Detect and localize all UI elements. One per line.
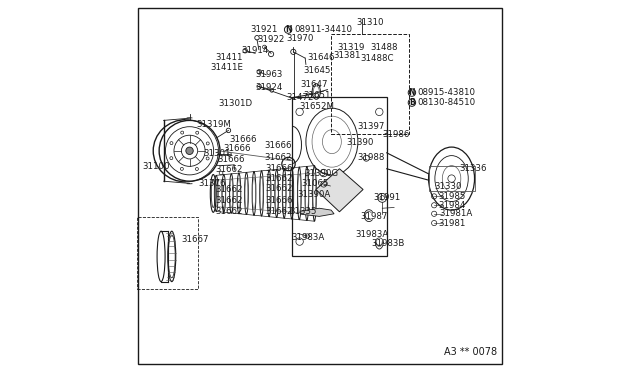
Text: 31411E: 31411E [210, 63, 243, 72]
Polygon shape [316, 169, 363, 212]
Text: 31666: 31666 [223, 144, 251, 153]
Text: 31914: 31914 [241, 46, 269, 55]
Text: 31986: 31986 [382, 130, 410, 140]
Text: 31319M: 31319M [196, 121, 232, 129]
Text: B: B [409, 98, 415, 107]
Text: 31376: 31376 [198, 179, 226, 187]
Bar [138, 217, 198, 289]
Text: N: N [409, 88, 415, 97]
Text: 31390: 31390 [347, 138, 374, 147]
Text: 31100: 31100 [143, 162, 170, 171]
Text: 31646: 31646 [307, 52, 335, 61]
Text: N: N [285, 25, 291, 34]
Text: 31647: 31647 [300, 80, 328, 89]
Text: 31970: 31970 [287, 34, 314, 43]
Text: 31381: 31381 [333, 51, 360, 60]
Text: 31666: 31666 [265, 164, 292, 173]
Text: 31301: 31301 [204, 149, 231, 158]
Text: 08915-43810: 08915-43810 [418, 88, 476, 97]
Text: 31921: 31921 [251, 25, 278, 34]
Bar [292, 97, 387, 256]
Text: 31651: 31651 [304, 91, 331, 100]
Text: 31666: 31666 [230, 135, 257, 144]
Text: 31662: 31662 [265, 207, 292, 216]
Text: 31987: 31987 [361, 212, 388, 221]
Text: 31472: 31472 [286, 93, 314, 102]
Bar [331, 34, 409, 134]
Text: 31397: 31397 [358, 122, 385, 131]
Text: 31390A: 31390A [298, 190, 331, 199]
Text: 08130-84510: 08130-84510 [418, 98, 476, 107]
Text: 31991: 31991 [374, 193, 401, 202]
Text: 31065: 31065 [301, 179, 329, 187]
Text: 31335: 31335 [290, 207, 317, 216]
Text: 31988: 31988 [357, 153, 385, 161]
Text: 31983A: 31983A [291, 232, 324, 242]
Text: 31662: 31662 [264, 153, 292, 161]
Text: 31330: 31330 [434, 182, 461, 191]
Text: 31667: 31667 [181, 235, 209, 244]
Text: 31983B: 31983B [371, 239, 404, 248]
Text: 31981: 31981 [438, 219, 466, 228]
Text: 31662: 31662 [265, 185, 292, 193]
Text: 31336: 31336 [460, 164, 487, 173]
Text: 31645: 31645 [304, 66, 331, 75]
Text: 31652M: 31652M [300, 102, 335, 111]
Text: 31411: 31411 [216, 52, 243, 61]
Text: 31662: 31662 [216, 165, 243, 174]
Text: 31310: 31310 [356, 19, 384, 28]
Text: 31981A: 31981A [439, 209, 472, 218]
Bar [429, 166, 474, 191]
Text: 08911-34410: 08911-34410 [294, 25, 352, 34]
Text: 31963: 31963 [255, 70, 282, 78]
Text: 31924: 31924 [255, 83, 283, 92]
Text: 31662: 31662 [216, 196, 243, 205]
Text: 31488C: 31488C [360, 54, 394, 62]
Text: 31662: 31662 [265, 174, 292, 183]
Circle shape [186, 147, 193, 154]
Text: 31666: 31666 [217, 155, 244, 164]
Text: 31666: 31666 [265, 196, 292, 205]
Text: 31301D: 31301D [218, 99, 252, 108]
Text: 31922: 31922 [258, 35, 285, 44]
Text: 31390G: 31390G [305, 169, 339, 177]
Text: 31662: 31662 [216, 185, 243, 194]
Text: 31662: 31662 [216, 208, 243, 217]
Text: 31666: 31666 [264, 141, 292, 151]
Text: 31488: 31488 [371, 42, 398, 51]
Polygon shape [301, 208, 334, 217]
Text: 31983A: 31983A [355, 230, 388, 240]
Text: A3 ** 0078: A3 ** 0078 [444, 347, 497, 357]
Text: 31985: 31985 [438, 192, 466, 201]
Text: 31319: 31319 [338, 42, 365, 51]
Text: 31984: 31984 [438, 201, 466, 210]
